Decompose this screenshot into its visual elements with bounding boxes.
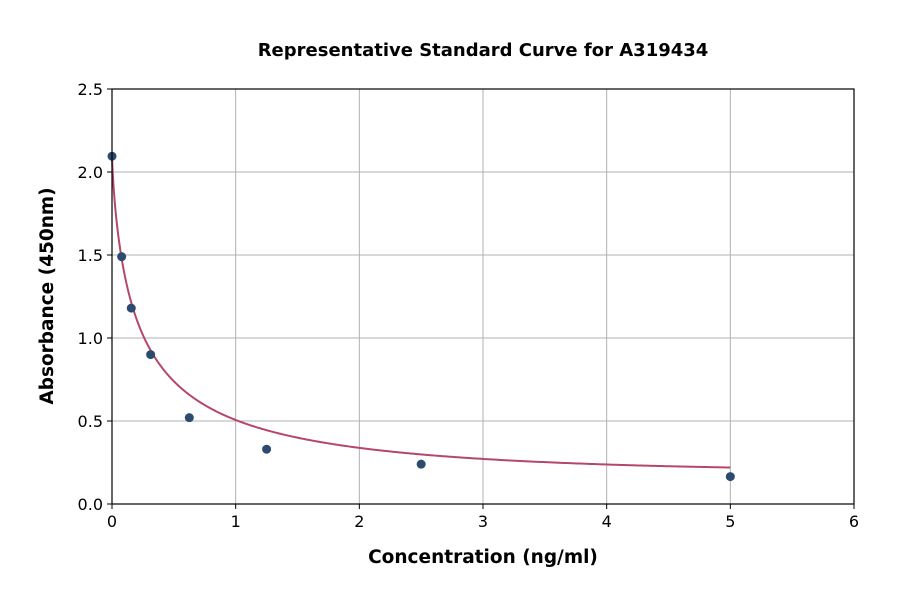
x-tick-label: 4: [602, 512, 612, 531]
x-tick-label: 2: [354, 512, 364, 531]
data-point: [725, 472, 735, 482]
fitted-curve: [111, 155, 731, 469]
data-points: [107, 151, 735, 482]
x-tick-label: 6: [849, 512, 859, 531]
y-tick-label: 1.0: [78, 329, 103, 348]
y-axis-ticks: 0.0 0.5 1.0 1.5 2.0 2.5: [78, 80, 112, 514]
y-tick-label: 1.5: [78, 246, 103, 265]
y-axis-label: Absorbance (450nm): [37, 187, 58, 404]
y-tick-label: 0.5: [78, 412, 103, 431]
data-point: [184, 413, 194, 423]
x-tick-label: 5: [725, 512, 735, 531]
data-point: [416, 459, 426, 469]
x-tick-label: 0: [107, 512, 117, 531]
data-point: [117, 252, 127, 262]
x-axis-label: Concentration (ng/ml): [368, 547, 598, 568]
y-tick-label: 2.5: [78, 80, 103, 99]
x-tick-label: 1: [231, 512, 241, 531]
data-point: [146, 350, 156, 360]
chart-title: Representative Standard Curve for A31943…: [258, 40, 709, 61]
x-axis-ticks: 0 1 2 3 4 5 6: [107, 504, 859, 531]
data-point: [126, 303, 136, 313]
data-point: [262, 444, 272, 454]
y-tick-label: 2.0: [78, 163, 103, 182]
x-tick-label: 3: [478, 512, 488, 531]
gridlines: [111, 88, 855, 505]
y-tick-label: 0.0: [78, 495, 103, 514]
